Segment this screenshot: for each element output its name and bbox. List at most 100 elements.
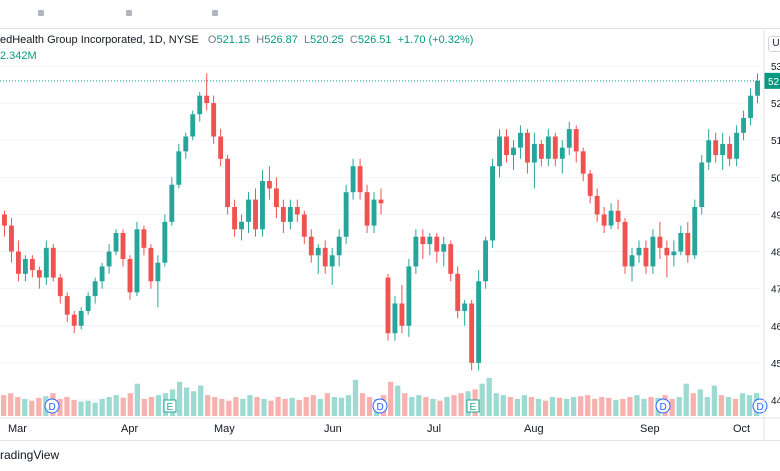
dividend-marker[interactable]	[655, 398, 671, 414]
dividend-marker[interactable]	[372, 398, 388, 414]
candle-body[interactable]	[594, 195, 600, 215]
candle-body[interactable]	[580, 151, 586, 174]
symbol-title[interactable]: edHealth Group Incorporated, 1D, NYSE	[0, 34, 199, 46]
candle-body[interactable]	[22, 258, 28, 274]
candle-body[interactable]	[469, 303, 475, 363]
candle-body[interactable]	[197, 95, 203, 115]
candle-body[interactable]	[476, 281, 482, 363]
candle-body[interactable]	[169, 184, 175, 222]
candle-body[interactable]	[713, 140, 719, 156]
candle-body[interactable]	[253, 199, 258, 230]
candle-body[interactable]	[232, 207, 238, 230]
candle-body[interactable]	[9, 225, 14, 252]
brand-label[interactable]: radingView	[0, 448, 60, 462]
candle-body[interactable]	[29, 258, 35, 271]
candle-body[interactable]	[162, 221, 168, 263]
price-chart[interactable]: 53 52 51 50 49 48 47 46 45 44 52 D E D E D D Mar Apr May Jun…	[0, 0, 780, 440]
earnings-marker[interactable]	[466, 399, 480, 413]
candle-body[interactable]	[448, 244, 454, 274]
candle-body[interactable]	[490, 166, 495, 241]
candle-body[interactable]	[378, 199, 384, 204]
candle-body[interactable]	[699, 162, 705, 208]
candle-body[interactable]	[36, 270, 42, 278]
candle-body[interactable]	[99, 266, 105, 282]
candle-body[interactable]	[315, 247, 321, 256]
candle-body[interactable]	[524, 132, 530, 163]
candle-body[interactable]	[545, 136, 551, 159]
candle-body[interactable]	[531, 143, 537, 163]
candle-body[interactable]	[664, 247, 670, 256]
candle-body[interactable]	[706, 140, 712, 163]
candle-body[interactable]	[106, 251, 112, 267]
candle-body[interactable]	[608, 210, 614, 226]
candle-body[interactable]	[190, 114, 196, 137]
candle-body[interactable]	[420, 236, 426, 245]
candle-body[interactable]	[441, 244, 447, 252]
candle-body[interactable]	[273, 188, 279, 208]
candle-body[interactable]	[50, 247, 56, 278]
candle-body[interactable]	[615, 210, 621, 222]
candle-body[interactable]	[85, 296, 91, 311]
candle-body[interactable]	[218, 136, 224, 159]
candle-body[interactable]	[685, 233, 691, 256]
candle-body[interactable]	[350, 166, 356, 193]
candle-body[interactable]	[127, 258, 133, 293]
candle-body[interactable]	[371, 199, 377, 226]
candle-body[interactable]	[260, 181, 265, 230]
candle-body[interactable]	[629, 255, 635, 267]
candle-body[interactable]	[636, 247, 642, 256]
candle-body[interactable]	[643, 247, 649, 267]
candle-body[interactable]	[399, 303, 405, 326]
candle-body[interactable]	[755, 80, 760, 96]
candle-body[interactable]	[671, 251, 677, 256]
candle-body[interactable]	[692, 207, 698, 256]
candle-body[interactable]	[343, 192, 349, 237]
candle-body[interactable]	[134, 229, 140, 293]
candle-body[interactable]	[741, 117, 747, 133]
candle-body[interactable]	[287, 207, 293, 222]
candle-body[interactable]	[483, 240, 489, 282]
candle-body[interactable]	[559, 147, 565, 159]
candle-body[interactable]	[497, 136, 502, 167]
candle-body[interactable]	[246, 199, 251, 222]
candle-body[interactable]	[336, 236, 342, 256]
candle-body[interactable]	[518, 132, 523, 148]
candle-body[interactable]	[71, 314, 77, 326]
candle-body[interactable]	[573, 129, 579, 152]
candle-body[interactable]	[364, 192, 370, 226]
candle-body[interactable]	[552, 136, 558, 159]
candle-body[interactable]	[57, 277, 63, 297]
candle-body[interactable]	[225, 158, 231, 208]
candle-body[interactable]	[329, 255, 335, 267]
candle-body[interactable]	[748, 95, 753, 118]
candle-body[interactable]	[587, 173, 593, 196]
price-unit-button[interactable]: U	[768, 36, 780, 52]
candle-body[interactable]	[357, 166, 363, 193]
dividend-marker[interactable]	[44, 398, 60, 414]
candle-body[interactable]	[113, 233, 119, 252]
candle-body[interactable]	[322, 247, 328, 267]
candle-body[interactable]	[92, 281, 98, 297]
candle-body[interactable]	[406, 266, 412, 326]
candle-body[interactable]	[239, 221, 244, 230]
candle-body[interactable]	[455, 273, 461, 311]
candle-body[interactable]	[657, 236, 663, 248]
candle-body[interactable]	[294, 207, 300, 215]
candle-body[interactable]	[2, 214, 7, 226]
candle-body[interactable]	[78, 310, 84, 326]
candle-body[interactable]	[308, 236, 314, 256]
candle-body[interactable]	[727, 143, 733, 159]
candle-body[interactable]	[267, 181, 272, 189]
candle-body[interactable]	[385, 277, 391, 334]
candle-body[interactable]	[413, 236, 419, 267]
candle-body[interactable]	[601, 214, 607, 226]
candle-body[interactable]	[176, 151, 182, 185]
candle-body[interactable]	[183, 136, 189, 152]
candle-body[interactable]	[538, 143, 544, 159]
candle-body[interactable]	[427, 236, 433, 245]
candle-body[interactable]	[720, 143, 726, 156]
candle-body[interactable]	[650, 236, 656, 267]
candle-body[interactable]	[148, 247, 154, 282]
candle-body[interactable]	[566, 129, 572, 148]
candle-body[interactable]	[141, 229, 147, 248]
